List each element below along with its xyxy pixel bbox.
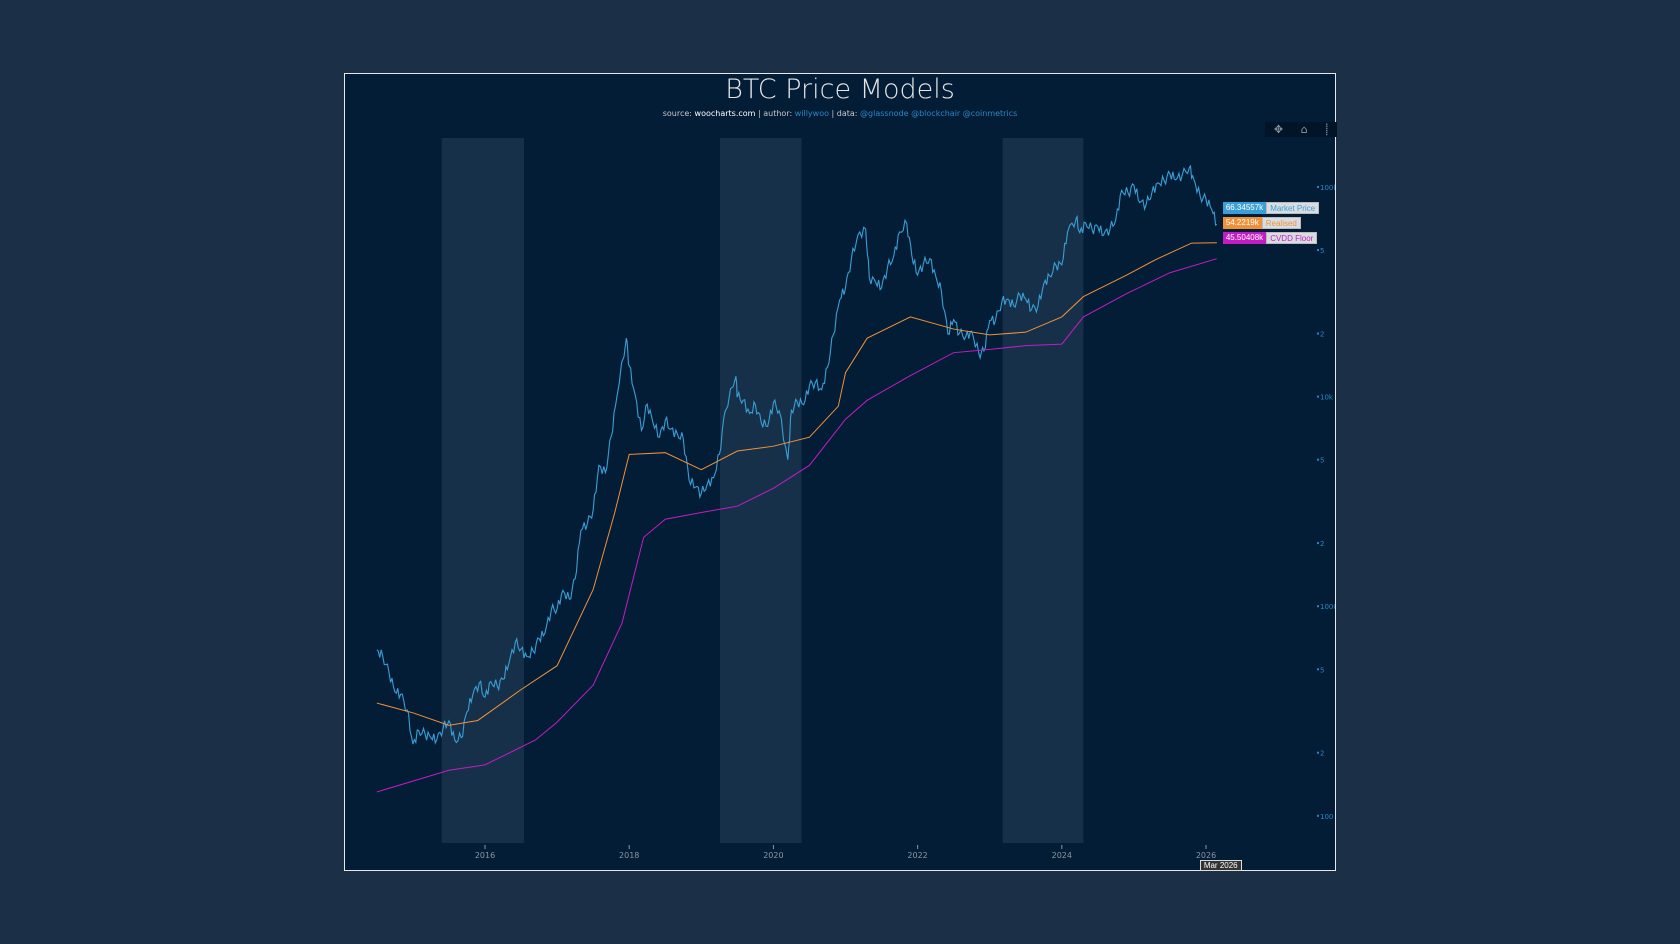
x-tick-label: 2026 bbox=[1196, 851, 1216, 860]
y-tick-mark bbox=[1317, 332, 1319, 335]
y-tick-label: 5 bbox=[1320, 247, 1324, 255]
y-tick-label: 100k bbox=[1320, 184, 1335, 192]
home-icon[interactable]: ⌂ bbox=[1300, 123, 1308, 136]
y-tick-mark bbox=[1317, 814, 1319, 817]
y-tick-label: 5 bbox=[1320, 666, 1324, 674]
y-tick-mark bbox=[1317, 751, 1319, 754]
y-tick-mark bbox=[1317, 668, 1319, 671]
x-tick-label: 2020 bbox=[763, 851, 783, 860]
series-label-0: 66.34557k Market Price bbox=[1222, 202, 1320, 214]
series-last-value: 45.50408k bbox=[1222, 232, 1267, 244]
chart-panel: 2016 2018 2020 2022 2024 2026 100k 5 2 10k 5 2 1000 5… bbox=[344, 73, 1337, 871]
x-tick-label: 2024 bbox=[1052, 851, 1072, 860]
series-last-value: 66.34557k bbox=[1222, 202, 1267, 214]
y-tick-mark bbox=[1317, 186, 1319, 188]
chart-plot[interactable]: 2016 2018 2020 2022 2024 2026 100k 5 2 10k 5 2 1000 5… bbox=[345, 74, 1335, 870]
y-tick-mark bbox=[1317, 542, 1319, 545]
y-tick-label: 5 bbox=[1320, 457, 1324, 465]
data-label: | data: bbox=[831, 109, 858, 118]
y-tick-label: 1000 bbox=[1320, 603, 1335, 611]
shaded-period-0 bbox=[441, 138, 524, 843]
hover-x-label: Mar 2026 bbox=[1199, 860, 1242, 871]
y-tick-mark bbox=[1317, 605, 1319, 608]
y-tick-label: 100 bbox=[1320, 813, 1333, 821]
y-tick-label: 2 bbox=[1320, 331, 1324, 339]
x-tick-label: 2018 bbox=[619, 851, 639, 860]
y-tick-label: 2 bbox=[1320, 540, 1324, 548]
data-sources[interactable]: @glassnode @blockchair @coinmetrics bbox=[860, 109, 1018, 118]
source-label: source: bbox=[662, 109, 692, 118]
y-tick-label: 2 bbox=[1320, 750, 1324, 758]
series-label-1: 54.2219k Realised bbox=[1222, 217, 1301, 229]
y-tick-mark bbox=[1317, 458, 1319, 461]
source-link[interactable]: woocharts.com bbox=[694, 109, 756, 118]
spikelines-icon[interactable]: ⸽ bbox=[1325, 123, 1329, 136]
series-name: Market Price bbox=[1266, 202, 1320, 214]
realised-price-line bbox=[376, 242, 1217, 726]
shaded-period-2 bbox=[1002, 138, 1084, 843]
y-tick-label: 10k bbox=[1320, 394, 1334, 402]
chart-title: BTC Price Models bbox=[725, 74, 955, 105]
market-price-line bbox=[376, 164, 1218, 745]
author-label: | author: bbox=[758, 109, 793, 118]
y-tick-mark bbox=[1317, 395, 1319, 398]
x-tick-label: 2016 bbox=[475, 851, 495, 860]
series-label-2: 45.50408k CVDD Floor bbox=[1222, 232, 1318, 244]
series-last-value: 54.2219k bbox=[1222, 217, 1262, 229]
series-name: Realised bbox=[1261, 217, 1301, 229]
author-link[interactable]: willywoo bbox=[794, 109, 829, 118]
pan-icon[interactable]: ✥ bbox=[1273, 123, 1284, 136]
series-name: CVDD Floor bbox=[1266, 232, 1318, 244]
y-tick-mark bbox=[1317, 249, 1319, 252]
cvdd-floor-line bbox=[376, 258, 1217, 793]
chart-subtitle: source: woocharts.com | author: willywoo… bbox=[345, 109, 1335, 118]
modebar: ✥ ⌂ ⸽ bbox=[1265, 122, 1337, 137]
x-tick-label: 2022 bbox=[907, 851, 927, 860]
shaded-period-1 bbox=[720, 138, 802, 843]
